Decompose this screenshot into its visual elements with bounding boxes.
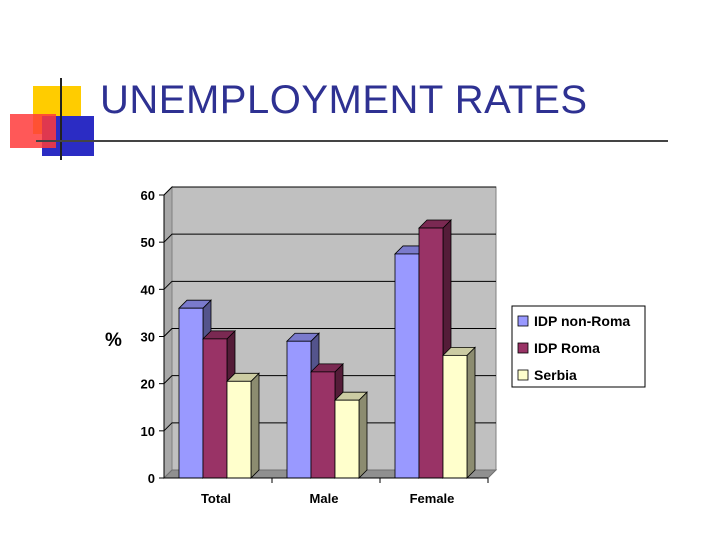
bar-side	[466, 346, 476, 479]
y-tick-label: 60	[141, 188, 155, 203]
y-tick-label: 20	[141, 377, 155, 392]
gridline	[163, 422, 496, 432]
slide-logo-graphic	[10, 78, 94, 160]
bar-side	[250, 372, 260, 479]
title-underline	[36, 140, 668, 142]
bar-side	[358, 391, 368, 479]
y-tick-label: 50	[141, 235, 155, 250]
gridline	[163, 375, 496, 385]
legend-swatch	[517, 315, 529, 327]
bar	[202, 338, 228, 479]
bar	[442, 354, 468, 479]
bars	[178, 219, 476, 479]
y-tick-label: 10	[141, 424, 155, 439]
bar	[310, 371, 336, 479]
legend: IDP non-Roma IDP Roma Serbia	[511, 305, 646, 388]
legend-box	[511, 305, 646, 388]
y-tick-label: 0	[148, 471, 155, 486]
legend-swatch	[517, 342, 529, 354]
legend-swatch	[517, 369, 529, 381]
gridline	[163, 186, 496, 196]
gridline	[163, 233, 496, 243]
bar	[334, 399, 360, 479]
x-tick-label: Female	[410, 491, 455, 506]
y-tick-label: 30	[141, 330, 155, 345]
gridline	[163, 328, 496, 337]
bar	[418, 227, 444, 479]
y-tick-label: 40	[141, 282, 155, 297]
gridline	[163, 280, 496, 290]
bar	[226, 380, 252, 479]
slide-title: UNEMPLOYMENT RATES	[100, 78, 588, 122]
legend-label: IDP non-Roma	[534, 313, 630, 329]
legend-label: IDP Roma	[534, 340, 600, 356]
y-axis-label: %	[105, 330, 122, 351]
bar	[286, 340, 312, 479]
logo-red-square	[10, 114, 56, 148]
legend-label: Serbia	[534, 367, 577, 383]
axes: 0 10 20 30 40 50 60 Total Male Female	[141, 188, 489, 506]
bar	[178, 307, 204, 479]
x-tick-label: Male	[310, 491, 339, 506]
x-tick-label: Total	[201, 491, 231, 506]
bar	[394, 253, 420, 479]
